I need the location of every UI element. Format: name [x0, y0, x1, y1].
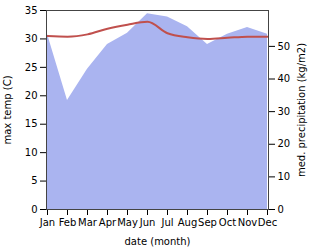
svg-text:Feb: Feb: [59, 217, 77, 228]
svg-text:20: 20: [278, 138, 291, 149]
svg-text:20: 20: [25, 90, 38, 101]
svg-text:Jan: Jan: [39, 217, 55, 228]
svg-text:Oct: Oct: [219, 217, 236, 228]
svg-text:med. precipitation (kg/m2): med. precipitation (kg/m2): [296, 43, 307, 177]
svg-text:35: 35: [25, 5, 38, 16]
svg-text:Mar: Mar: [78, 217, 98, 228]
svg-text:30: 30: [278, 106, 291, 117]
svg-text:0: 0: [278, 204, 284, 215]
svg-text:15: 15: [25, 118, 38, 129]
svg-text:Nov: Nov: [238, 217, 258, 228]
svg-text:10: 10: [25, 147, 38, 158]
svg-text:Jul: Jul: [160, 217, 173, 228]
svg-text:5: 5: [31, 175, 37, 186]
svg-text:25: 25: [25, 62, 38, 73]
svg-text:max temp (C): max temp (C): [2, 75, 13, 144]
svg-text:Dec: Dec: [258, 217, 277, 228]
svg-text:50: 50: [278, 41, 291, 52]
svg-text:40: 40: [278, 73, 291, 84]
svg-text:Sep: Sep: [198, 217, 217, 228]
svg-text:Aug: Aug: [178, 217, 198, 228]
svg-text:10: 10: [278, 171, 291, 182]
svg-text:Jun: Jun: [139, 217, 156, 228]
svg-text:0: 0: [31, 204, 37, 215]
svg-text:30: 30: [25, 33, 38, 44]
svg-text:Apr: Apr: [99, 217, 117, 228]
svg-text:May: May: [117, 217, 138, 228]
svg-text:date (month): date (month): [125, 236, 191, 247]
